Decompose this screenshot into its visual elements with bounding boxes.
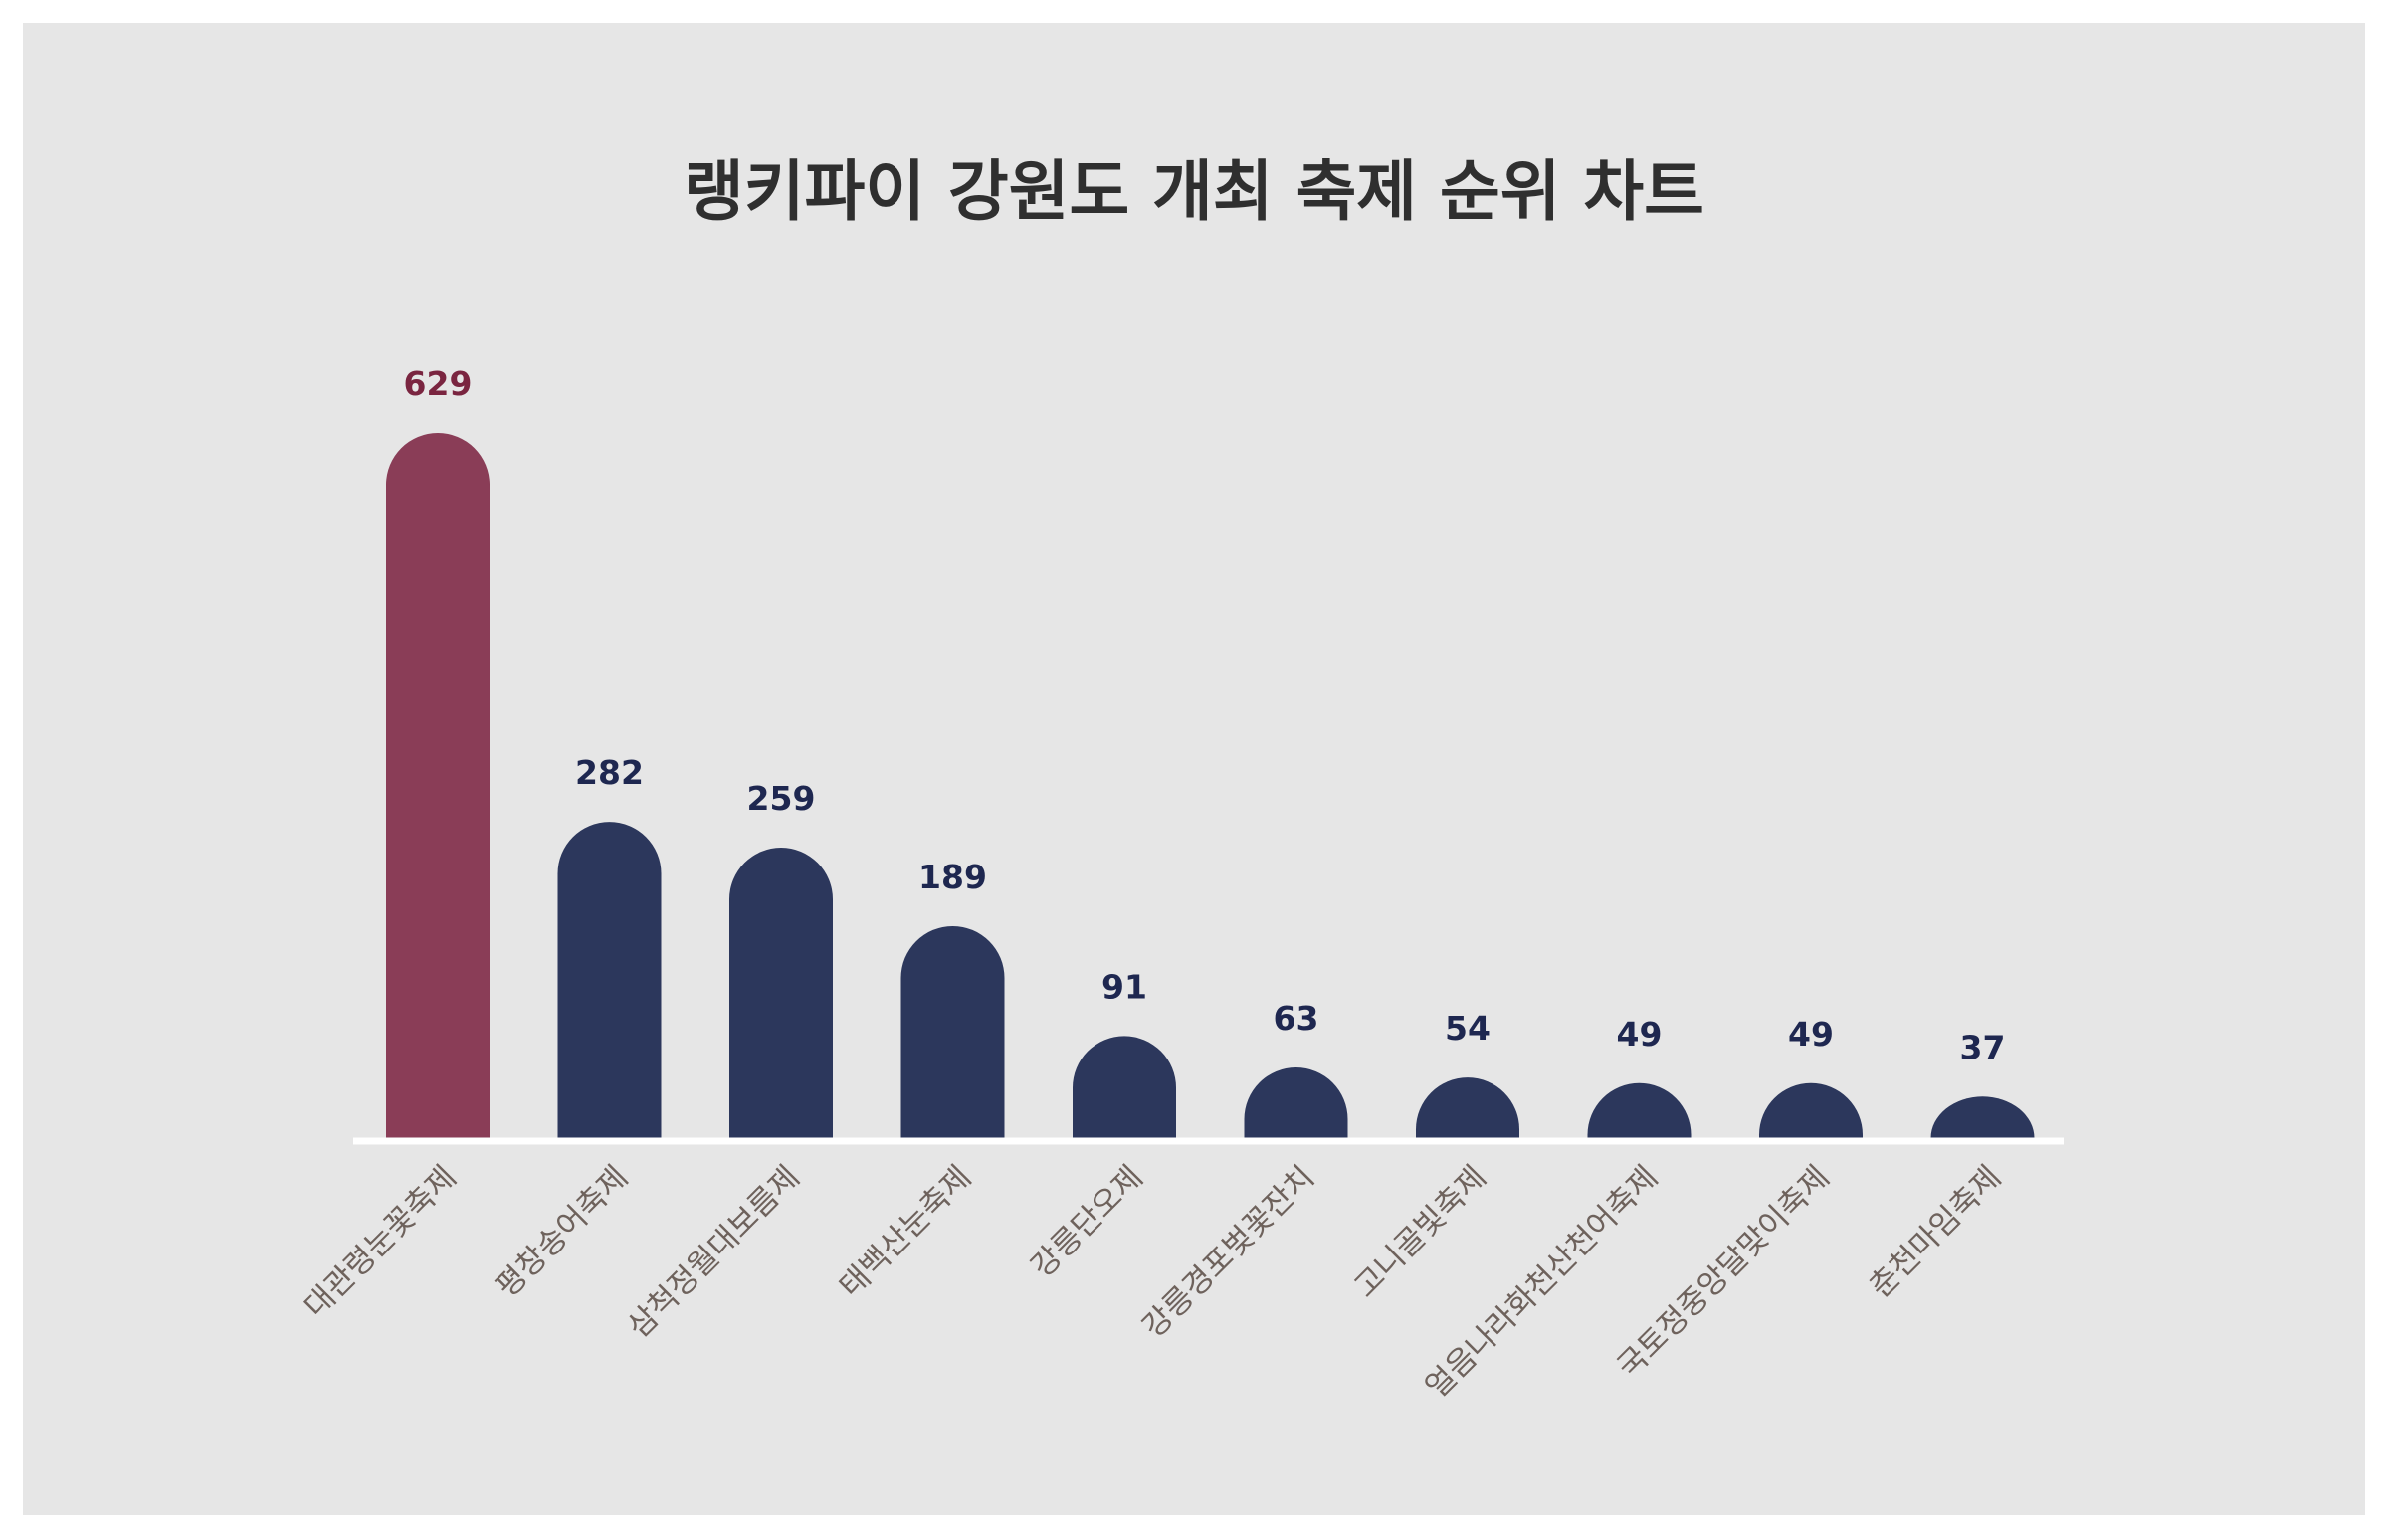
value-label-7: 54: [1445, 1009, 1491, 1048]
bar-2: [557, 822, 662, 1138]
value-label-6: 63: [1274, 999, 1319, 1038]
bar-1: [386, 433, 490, 1138]
bars-layer: [386, 433, 2035, 1138]
bar-10: [1930, 1096, 2035, 1138]
bar-7: [1416, 1077, 1519, 1138]
category-label-5: 강릉단오제: [1024, 1159, 1149, 1284]
category-label-7: 고니골빛축제: [1347, 1159, 1492, 1304]
category-label-6: 강릉경포벚꽃잔치: [1135, 1159, 1321, 1345]
category-label-3: 삼척정월대보름제: [621, 1159, 807, 1345]
value-label-5: 91: [1101, 967, 1147, 1006]
bar-8: [1587, 1082, 1692, 1138]
value-label-9: 49: [1788, 1015, 1834, 1054]
bar-3: [729, 848, 833, 1138]
value-label-3: 259: [747, 779, 816, 818]
bar-5: [1073, 1036, 1176, 1138]
category-label-4: 태백산눈축제: [833, 1159, 978, 1304]
chart-title: 랭키파이 강원도 개최 축제 순위 차트: [684, 153, 1704, 230]
value-label-4: 189: [918, 858, 987, 896]
bar-6: [1244, 1066, 1348, 1138]
bar-4: [900, 925, 1005, 1138]
value-label-1: 629: [404, 364, 473, 403]
bar-9: [1759, 1082, 1863, 1138]
value-label-2: 282: [575, 753, 644, 792]
category-label-10: 춘천마임축제: [1863, 1159, 2008, 1304]
value-labels-layer: 629 282 259 189 91 63 54 49 49 37: [404, 364, 2006, 1066]
value-label-8: 49: [1617, 1015, 1663, 1054]
category-label-2: 평창송어축제: [490, 1159, 635, 1304]
value-label-10: 37: [1960, 1028, 2006, 1066]
category-label-1: 대관령눈꽃축제: [298, 1159, 464, 1325]
